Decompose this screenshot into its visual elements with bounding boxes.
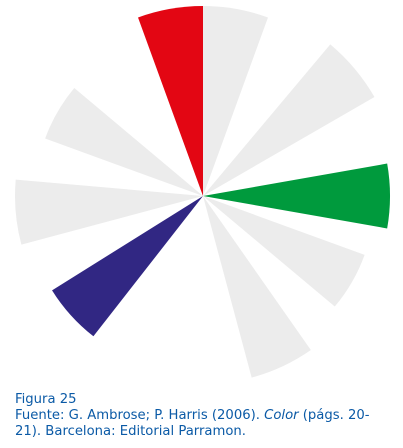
source-title: Color — [264, 408, 299, 423]
figure-source-line-1: Fuente: G. Ambrose; P. Harris (2006). Co… — [15, 408, 395, 424]
source-pages: (págs. 20- — [298, 408, 370, 423]
segment-gray-6 — [45, 88, 203, 196]
segment-green — [203, 163, 391, 229]
segment-gray-5 — [15, 179, 203, 245]
segment-gray-2 — [203, 44, 375, 196]
segment-gray-3 — [203, 196, 365, 307]
segment-gray-1 — [203, 6, 268, 196]
figure-label: Figura 25 — [15, 392, 77, 407]
segment-gray-4 — [203, 196, 311, 378]
figure-caption: Figura 25 Fuente: G. Ambrose; P. Harris … — [15, 392, 395, 440]
segment-red — [138, 6, 203, 196]
source-prefix: Fuente: G. Ambrose; P. Harris (2006). — [15, 408, 265, 423]
color-wheel — [15, 6, 391, 378]
segment-blue — [52, 196, 203, 337]
figure-source-line-2: 21). Barcelona: Editorial Parramon. — [15, 424, 246, 439]
